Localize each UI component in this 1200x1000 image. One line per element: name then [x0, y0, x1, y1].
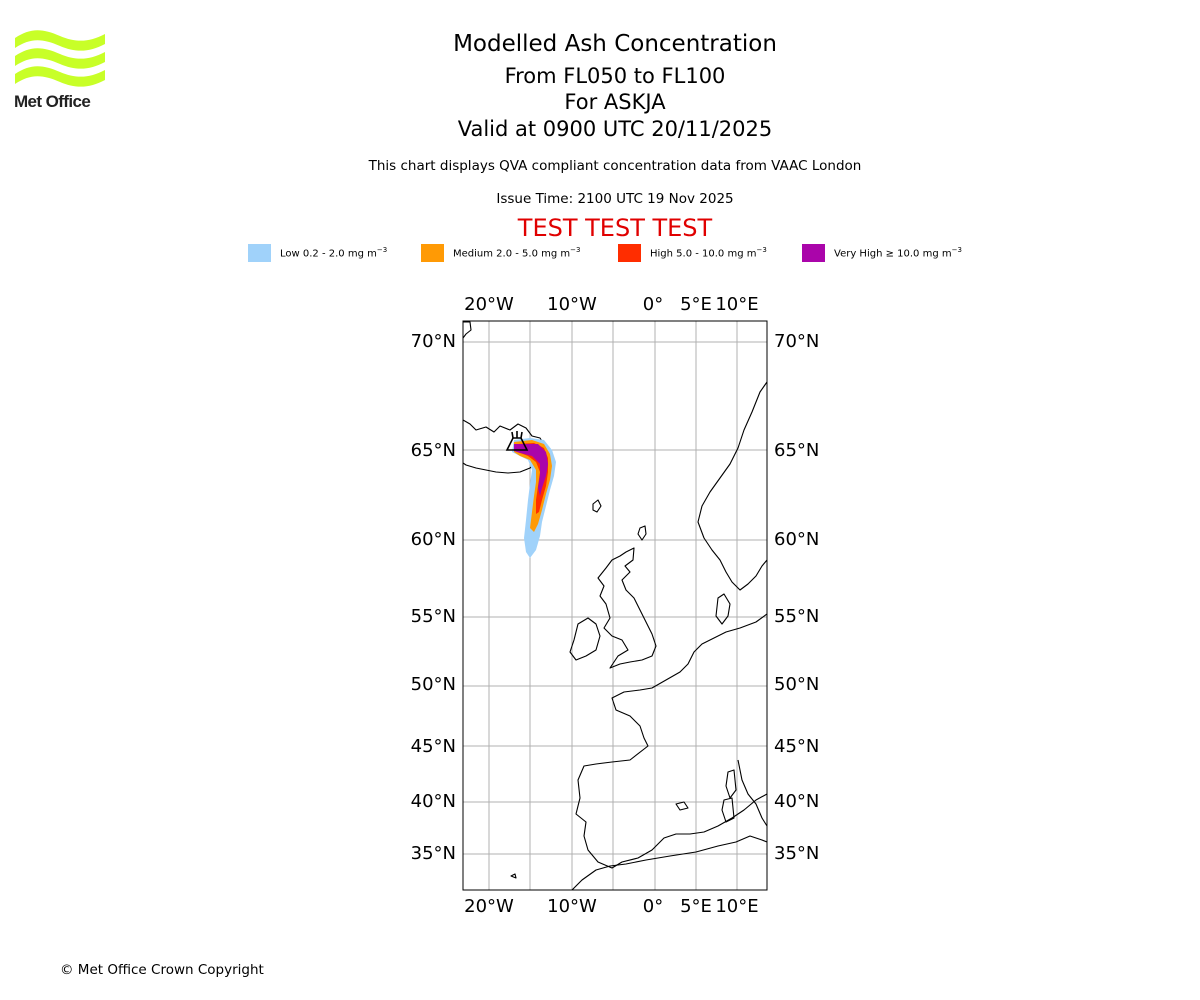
lat-label-right-70n: 70°N — [774, 331, 819, 352]
plume-very-high — [514, 444, 548, 496]
map-frame — [462, 320, 768, 891]
copyright: © Met Office Crown Copyright — [60, 962, 264, 978]
met-office-waves-icon — [15, 30, 105, 87]
legend-item-low: Low 0.2 - 2.0 mg m−3 — [248, 244, 387, 262]
coast-greenland — [463, 321, 472, 339]
lon-label-top-5e: 5°E — [680, 294, 712, 315]
lon-label-bottom-5e: 5°E — [680, 896, 712, 917]
test-banner: TEST TEST TEST — [517, 214, 713, 242]
coast-sardinia — [721, 797, 735, 823]
lat-label-left-60n: 60°N — [411, 529, 456, 550]
lat-label-left-45n: 45°N — [411, 736, 456, 757]
coast-denmark — [715, 593, 731, 625]
lat-label-right-60n: 60°N — [774, 529, 819, 550]
coast-corsica — [725, 769, 737, 799]
legend-exp-high: −3 — [756, 246, 767, 255]
lat-label-left-70n: 70°N — [411, 331, 456, 352]
lat-label-right-45n: 45°N — [774, 736, 819, 757]
lat-label-right-35n: 35°N — [774, 843, 819, 864]
legend-item-very-high: Very High ≥ 10.0 mg m−3 — [802, 244, 962, 262]
lat-label-right-65n: 65°N — [774, 440, 819, 461]
lat-label-left-40n: 40°N — [411, 791, 456, 812]
lat-label-left-55n: 55°N — [411, 606, 456, 627]
coast-faroe — [592, 499, 602, 513]
chart-subtitle: This chart displays QVA compliant concen… — [368, 158, 862, 174]
coast-italy — [737, 759, 767, 827]
coast-continent — [575, 613, 767, 869]
volcano-name: For ASKJA — [564, 90, 666, 114]
lon-labels-bottom: 20°W 10°W 0° 5°E 10°E — [464, 896, 758, 917]
legend-label-very-high: Very High ≥ 10.0 mg m — [834, 248, 952, 260]
lat-label-right-55n: 55°N — [774, 606, 819, 627]
coast-balearics — [675, 801, 689, 811]
valid-time: Valid at 0900 UTC 20/11/2025 — [457, 117, 773, 141]
legend-item-high: High 5.0 - 10.0 mg m−3 — [618, 244, 767, 262]
coast-canaries — [510, 873, 517, 879]
lon-label-bottom-20w: 20°W — [464, 896, 514, 917]
legend-label-high: High 5.0 - 10.0 mg m — [650, 248, 757, 260]
lon-labels-top: 20°W 10°W 0° 5°E 10°E — [464, 294, 758, 315]
met-office-wordmark: Met Office — [14, 92, 91, 111]
lat-label-right-40n: 40°N — [774, 791, 819, 812]
lon-label-top-10e: 10°E — [715, 294, 758, 315]
legend-swatch-very-high — [802, 244, 825, 262]
lat-labels-right: 70°N 65°N 60°N 55°N 50°N 45°N 40°N 35°N — [774, 331, 819, 864]
legend-label-low: Low 0.2 - 2.0 mg m — [280, 248, 377, 260]
legend-swatch-medium — [421, 244, 444, 262]
flight-levels: From FL050 to FL100 — [504, 64, 726, 88]
legend-item-medium: Medium 2.0 - 5.0 mg m−3 — [421, 244, 580, 262]
lat-label-right-50n: 50°N — [774, 674, 819, 695]
lon-label-top-20w: 20°W — [464, 294, 514, 315]
lon-label-bottom-10w: 10°W — [547, 896, 597, 917]
issue-time: Issue Time: 2100 UTC 19 Nov 2025 — [496, 191, 734, 207]
lat-labels-left: 70°N 65°N 60°N 55°N 50°N 45°N 40°N 35°N — [411, 331, 456, 864]
lat-label-left-65n: 65°N — [411, 440, 456, 461]
legend-label-medium: Medium 2.0 - 5.0 mg m — [453, 248, 571, 260]
legend-exp-low: −3 — [376, 246, 388, 255]
coast-shetland — [637, 525, 647, 541]
coast-north-africa — [571, 835, 767, 890]
coast-scandinavia — [697, 381, 767, 591]
lat-label-left-35n: 35°N — [411, 843, 456, 864]
ash-plume — [512, 438, 556, 558]
volcano-marker-icon — [505, 431, 529, 451]
lon-label-bottom-0: 0° — [643, 896, 663, 917]
coast-ireland — [569, 617, 601, 661]
legend-swatch-low — [248, 244, 271, 262]
lon-label-top-10w: 10°W — [547, 294, 597, 315]
chart-title: Modelled Ash Concentration — [453, 31, 777, 57]
legend-exp-medium: −3 — [570, 246, 581, 255]
legend-swatch-high — [618, 244, 641, 262]
map-graticule — [463, 321, 767, 890]
coastlines — [463, 321, 767, 890]
met-office-logo: Met Office — [14, 30, 106, 112]
lon-label-top-0: 0° — [643, 294, 663, 315]
legend-exp-very-high: −3 — [951, 246, 962, 255]
lon-label-bottom-10e: 10°E — [715, 896, 758, 917]
lat-label-left-50n: 50°N — [411, 674, 456, 695]
coast-great-britain — [597, 547, 657, 669]
